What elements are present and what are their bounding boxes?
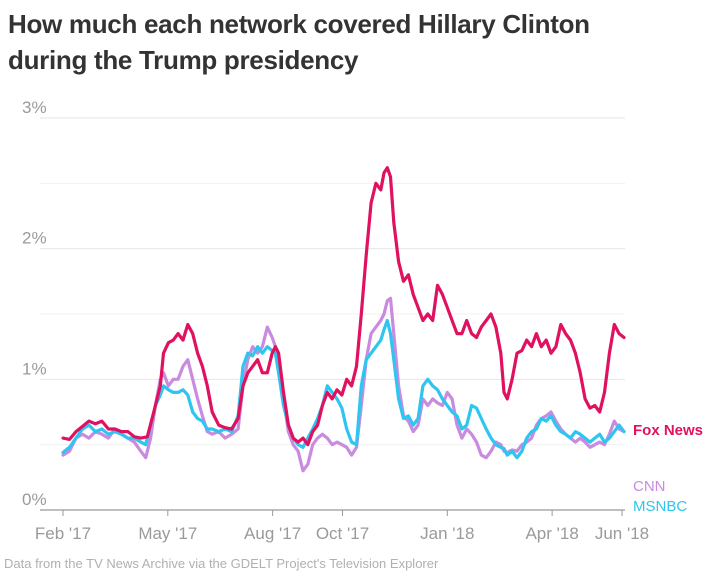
chart-title: How much each network covered Hillary Cl… [8,6,708,78]
chart-title-line-2: during the Trump presidency [8,45,359,75]
x-tick-label: Jan '18 [420,524,474,543]
series-lines [61,166,626,473]
source-note: Data from the TV News Archive via the GD… [4,556,439,571]
y-axis-tick-labels: 0% 1% 2% 3% [22,98,47,509]
x-axis: Feb '17 May '17 Aug '17 Oct '17 Jan '18 Apr '… [35,510,649,543]
chart-title-line-1: How much each network covered Hillary Cl… [8,9,590,39]
gridlines [40,117,625,511]
series-label-fox: Fox News [633,422,703,439]
y-tick-label: 3% [22,98,47,117]
line-chart: 0% 1% 2% 3% Feb '17 May '17 Aug '17 Oct '17 Jan… [22,98,703,543]
series-line-fox [61,166,626,447]
x-tick-label: Apr '18 [525,524,578,543]
x-tick-label: Aug '17 [244,524,301,543]
series-label-msnbc: MSNBC [633,498,687,515]
y-tick-label: 0% [22,490,47,509]
series-labels: Fox News CNN MSNBC [633,422,703,515]
x-tick-label: Feb '17 [35,524,91,543]
y-tick-label: 2% [22,229,47,248]
y-tick-label: 1% [22,359,47,378]
x-tick-label: Jun '18 [595,524,649,543]
series-label-cnn: CNN [633,478,666,495]
x-tick-label: Oct '17 [316,524,369,543]
series-line-msnbc [61,318,626,460]
x-tick-label: May '17 [138,524,197,543]
